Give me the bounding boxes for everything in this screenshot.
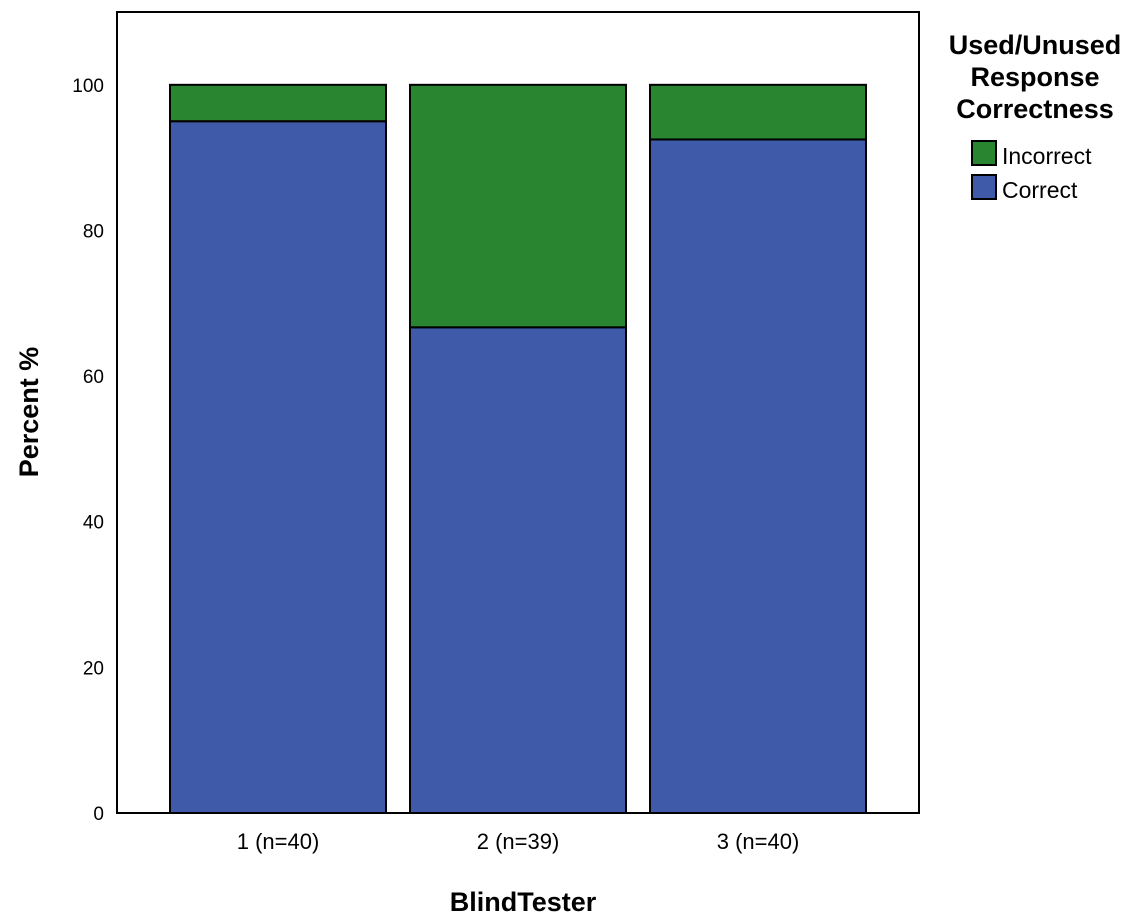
bar-segment-incorrect-2 bbox=[409, 83, 627, 329]
y-tick-label: 60 bbox=[83, 367, 104, 388]
y-tick-label: 40 bbox=[83, 513, 104, 534]
x-tick-label: 1 (n=40) bbox=[237, 829, 320, 854]
legend-swatch-incorrect bbox=[971, 140, 997, 166]
legend-title-line-3: Correctness bbox=[956, 94, 1114, 124]
legend-label-incorrect: Incorrect bbox=[1002, 143, 1092, 169]
legend-label-correct: Correct bbox=[1002, 177, 1078, 203]
y-axis-title: Percent % bbox=[14, 347, 44, 478]
legend-swatch-correct bbox=[971, 174, 997, 200]
y-tick-label: 0 bbox=[93, 804, 104, 825]
bars-group bbox=[169, 83, 867, 814]
y-tick-label: 20 bbox=[83, 658, 104, 679]
x-tick-label: 2 (n=39) bbox=[477, 829, 560, 854]
legend-title-line-2: Response bbox=[970, 62, 1099, 92]
y-tick-label: 100 bbox=[72, 76, 104, 97]
y-tick-label: 80 bbox=[83, 221, 104, 242]
x-axis-title: BlindTester bbox=[450, 887, 597, 915]
bar-segment-incorrect-1 bbox=[169, 83, 387, 123]
x-tick-label: 3 (n=40) bbox=[717, 829, 800, 854]
y-tick-labels: 0 20 40 60 80 100 bbox=[72, 76, 104, 825]
bar-segment-correct-1 bbox=[169, 120, 387, 814]
bar-segment-incorrect-3 bbox=[649, 83, 867, 141]
legend: Used/Unused Response Correctness Incorre… bbox=[949, 30, 1122, 203]
bar-segment-correct-2 bbox=[409, 326, 627, 814]
bar-segment-correct-3 bbox=[649, 138, 867, 814]
legend-title-line-1: Used/Unused bbox=[949, 30, 1122, 60]
x-tick-labels: 1 (n=40) 2 (n=39) 3 (n=40) bbox=[237, 829, 800, 854]
